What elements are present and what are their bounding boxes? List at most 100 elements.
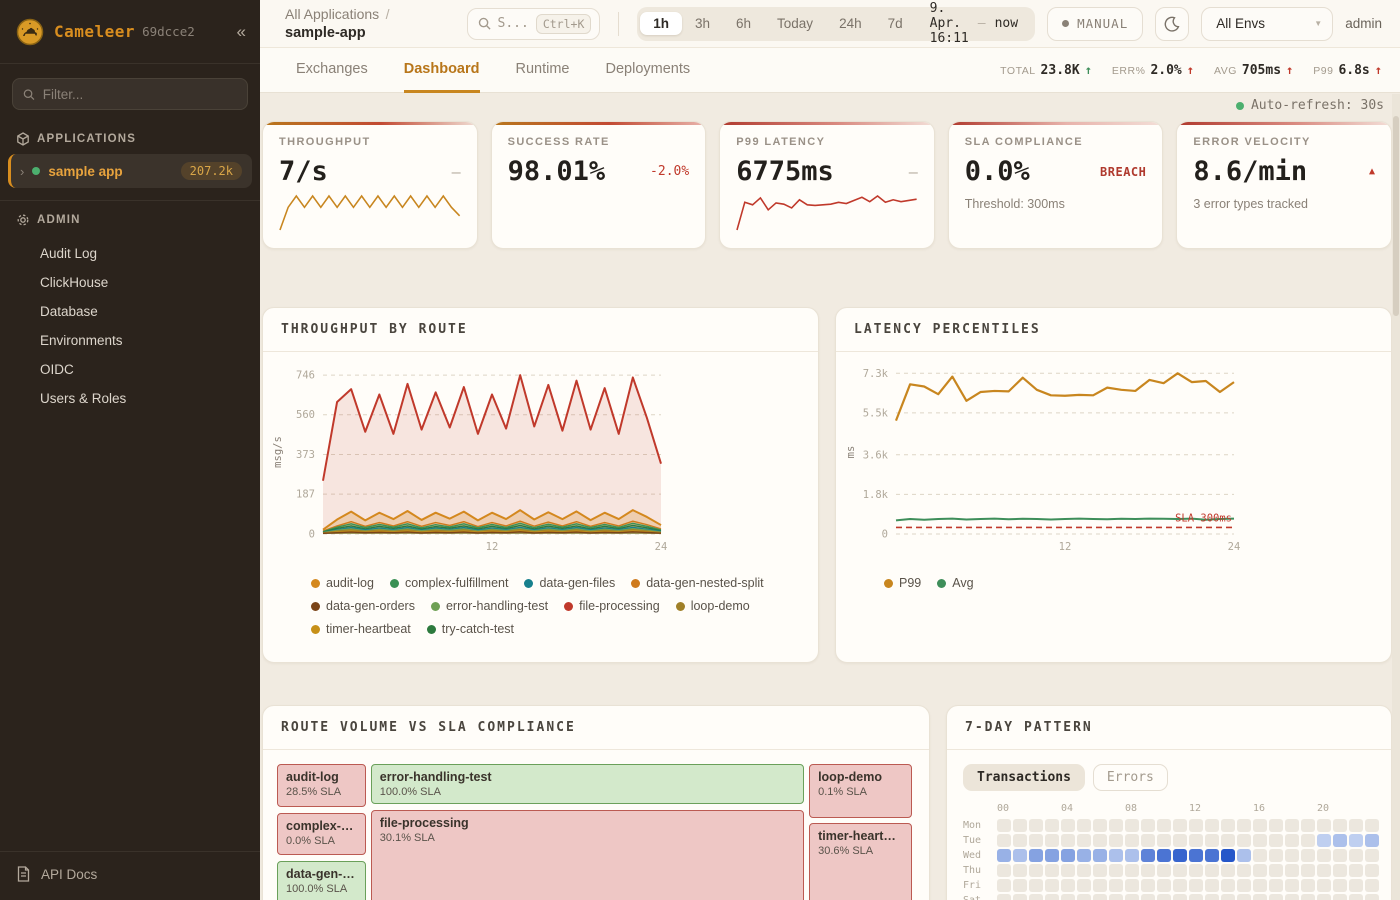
pattern-tab-transactions[interactable]: Transactions bbox=[963, 764, 1085, 791]
time-range-6h[interactable]: 6h bbox=[723, 12, 764, 35]
heatmap-cell bbox=[1237, 819, 1251, 832]
date-range[interactable]: 9. Apr. 16:11 — now bbox=[916, 1, 1032, 46]
sidebar: Cameleer 69dcce2 « APPLICATIONS › samp bbox=[0, 0, 260, 900]
sidebar-item-database[interactable]: Database bbox=[40, 304, 98, 319]
chart-legend: P99 Avg bbox=[836, 568, 1391, 590]
cube-icon bbox=[17, 132, 29, 146]
expand-chevron-icon[interactable]: › bbox=[20, 163, 25, 179]
manual-refresh-button[interactable]: MANUAL bbox=[1047, 6, 1144, 41]
time-range-3h[interactable]: 3h bbox=[682, 12, 723, 35]
heatmap-cell bbox=[1077, 894, 1091, 900]
heatmap-cell bbox=[1109, 864, 1123, 877]
treemap-tile-complex-fulfillment[interactable]: complex-fulfillment0.0% SLA bbox=[277, 813, 366, 855]
gear-icon bbox=[17, 214, 29, 226]
stat-err: ERR% 2.0% ↑ bbox=[1112, 63, 1194, 78]
tab-runtime[interactable]: Runtime bbox=[515, 61, 570, 77]
pattern-tab-errors[interactable]: Errors bbox=[1092, 764, 1168, 791]
kpi-value: 7/s bbox=[279, 156, 328, 187]
legend-item-timer-heartbeat[interactable]: timer-heartbeat bbox=[311, 622, 411, 636]
tab-deployments[interactable]: Deployments bbox=[605, 61, 691, 77]
legend-item-error-handling-test[interactable]: error-handling-test bbox=[430, 599, 548, 613]
kpi-delta: BREACH bbox=[1100, 164, 1147, 179]
applications-label: APPLICATIONS bbox=[37, 133, 137, 145]
kpi-value: 0.0% bbox=[964, 156, 1030, 187]
heatmap-cell bbox=[1125, 864, 1139, 877]
treemap-tile-file-processing[interactable]: file-processing 30.1% SLA bbox=[370, 809, 805, 900]
sidebar-collapse-icon[interactable]: « bbox=[236, 21, 246, 41]
stat-label: TOTAL bbox=[1000, 64, 1036, 77]
breadcrumb-all-applications[interactable]: All Applications bbox=[285, 5, 380, 22]
legend-item-try-catch-test[interactable]: try-catch-test bbox=[426, 622, 514, 636]
kpi-card-success-rate: SUCCESS RATE 98.01% -2.0% bbox=[490, 121, 707, 249]
sidebar-item-sample-app[interactable]: › sample app 207.2k bbox=[8, 154, 252, 188]
legend-item-complex-fulfillment[interactable]: complex-fulfillment bbox=[389, 576, 508, 590]
heatmap-cell bbox=[1189, 894, 1203, 900]
time-range-buttons: 1h 3h 6h Today 24h 7d bbox=[640, 12, 915, 35]
treemap-tile-data-gen-files[interactable]: data-gen-files100.0% SLA bbox=[277, 860, 366, 900]
stat-p99: P99 6.8s ↑ bbox=[1313, 63, 1382, 78]
heatmap-cell bbox=[1125, 834, 1139, 847]
legend-item-audit-log[interactable]: audit-log bbox=[311, 576, 374, 590]
treemap-tile-error-handling-test[interactable]: error-handling-test 100.0% SLA bbox=[370, 764, 805, 804]
legend-item-loop-demo[interactable]: loop-demo bbox=[675, 599, 750, 613]
throughput-by-route-chart: 0 187 373 560 746 12 24 msg/s bbox=[272, 370, 667, 553]
heatmap-cell bbox=[1045, 834, 1059, 847]
svg-text:12: 12 bbox=[486, 541, 499, 553]
heatmap-cell bbox=[1253, 894, 1267, 900]
kpi-title: P99 LATENCY bbox=[736, 136, 826, 148]
env-select[interactable]: All Envs ▼ bbox=[1201, 6, 1334, 41]
kpi-main: 0.0% BREACH bbox=[965, 156, 1147, 187]
heatmap-cell bbox=[1317, 894, 1331, 900]
global-search[interactable]: S... Ctrl+K bbox=[466, 7, 601, 40]
heatmap-col-label bbox=[1349, 803, 1363, 817]
legend-dot bbox=[426, 624, 436, 634]
heatmap-col-label bbox=[1237, 803, 1251, 817]
treemap-tile-audit-log[interactable]: audit-log 28.5% SLA bbox=[277, 764, 366, 808]
heatmap-col-label bbox=[1365, 803, 1379, 817]
chart-legend: audit-log complex-fulfillment data-gen-fil… bbox=[263, 568, 818, 636]
heatmap-cell bbox=[1045, 879, 1059, 892]
sidebar-item-clickhouse[interactable]: ClickHouse bbox=[40, 275, 109, 290]
legend-item-file-processing[interactable]: file-processing bbox=[564, 599, 660, 613]
filter-input[interactable] bbox=[42, 86, 237, 102]
treemap-tile-timer-heartbeat[interactable]: timer-heartbeat 30.6% SLA bbox=[809, 823, 912, 900]
legend-label: timer-heartbeat bbox=[326, 622, 411, 636]
sidebar-item-users-roles[interactable]: Users & Roles bbox=[40, 391, 127, 406]
treemap-tile-loop-demo[interactable]: loop-demo 0.1% SLA bbox=[809, 764, 912, 818]
time-range-7d[interactable]: 7d bbox=[875, 12, 916, 35]
sidebar-item-api-docs[interactable]: API Docs bbox=[0, 851, 260, 900]
legend-item-data-gen-nested-split[interactable]: data-gen-nested-split bbox=[631, 576, 764, 590]
heatmap-cell bbox=[1029, 819, 1043, 832]
time-range-1h[interactable]: 1h bbox=[640, 12, 682, 35]
scrollbar-track[interactable] bbox=[1392, 94, 1400, 900]
sidebar-item-audit-log[interactable]: Audit Log bbox=[40, 246, 98, 261]
theme-toggle-button[interactable] bbox=[1155, 6, 1190, 41]
time-range-24h[interactable]: 24h bbox=[826, 12, 875, 35]
heatmap-cell bbox=[1189, 849, 1203, 862]
legend-item-data-gen-files[interactable]: data-gen-files bbox=[524, 576, 615, 590]
legend-item-data-gen-orders[interactable]: data-gen-orders bbox=[311, 599, 415, 613]
legend-item-p99[interactable]: P99 bbox=[884, 576, 921, 590]
heatmap-cell bbox=[997, 879, 1011, 892]
heatmap-cell bbox=[1333, 894, 1347, 900]
sidebar-item-oidc[interactable]: OIDC bbox=[40, 362, 74, 377]
env-select-value: All Envs bbox=[1216, 16, 1265, 31]
legend-label: P99 bbox=[899, 576, 922, 590]
time-range-today[interactable]: Today bbox=[764, 12, 826, 35]
scrollbar-thumb[interactable] bbox=[1393, 116, 1399, 316]
heatmap-cell bbox=[1301, 894, 1315, 900]
kpi-delta: ▲ bbox=[1368, 166, 1375, 177]
trend-up-icon: ↑ bbox=[1186, 62, 1194, 77]
heatmap-cell bbox=[1253, 834, 1267, 847]
legend-dot bbox=[311, 601, 320, 611]
sidebar-filter[interactable] bbox=[12, 78, 248, 110]
legend-item-avg[interactable]: Avg bbox=[937, 576, 974, 590]
tab-dashboard[interactable]: Dashboard bbox=[403, 48, 480, 93]
tile-sla-value: 30.1% SLA bbox=[379, 831, 435, 844]
heatmap-cell bbox=[1317, 879, 1331, 892]
tab-exchanges[interactable]: Exchanges bbox=[296, 61, 368, 77]
heatmap-cell bbox=[1285, 894, 1299, 900]
heatmap-cell bbox=[1125, 879, 1139, 892]
sidebar-item-environments[interactable]: Environments bbox=[40, 333, 123, 348]
svg-text:12: 12 bbox=[1059, 541, 1072, 553]
